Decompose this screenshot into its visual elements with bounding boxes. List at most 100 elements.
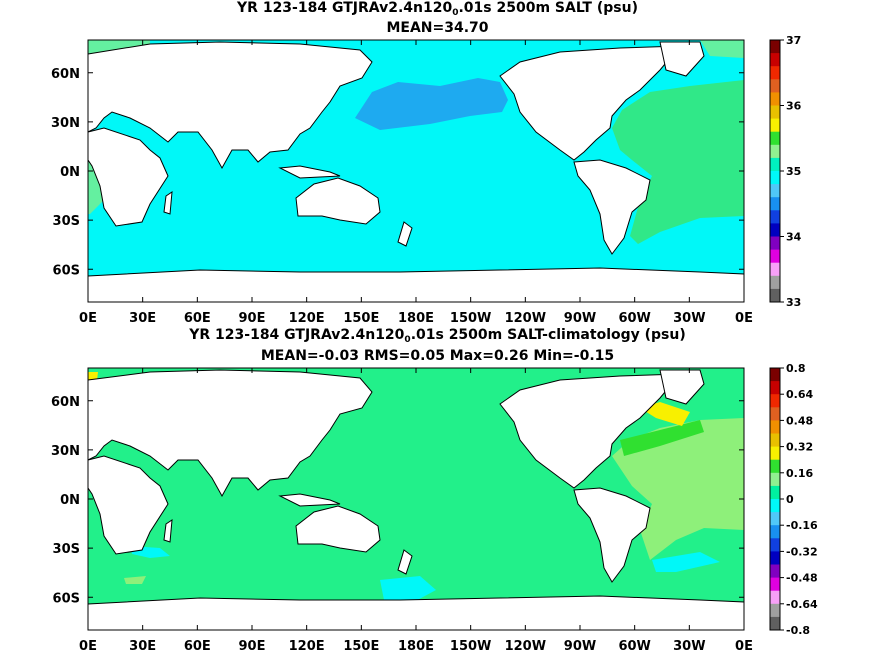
top-lon-label: 0E bbox=[79, 311, 97, 326]
bottom-colorbar-bin bbox=[770, 551, 780, 565]
bottom-lon-label: 150W bbox=[450, 639, 491, 654]
bottom-lon-label: 0E bbox=[735, 639, 753, 654]
bottom-land bbox=[87, 369, 745, 631]
bottom-lon-label: 60E bbox=[184, 639, 211, 654]
bottom-colorbar-bin bbox=[770, 590, 780, 605]
bottom-colorbar-bin bbox=[770, 394, 780, 408]
bottom-map-axes: 0E 30E 60E 90E 120E 150E 180E 150W 120W 90W 60W 30W… bbox=[51, 367, 753, 654]
bottom-colorbar-bin bbox=[770, 616, 780, 631]
atlantic-patch bbox=[612, 80, 744, 244]
top-colorbar-bin bbox=[770, 275, 780, 290]
bottom-lat-label: 30N bbox=[51, 444, 80, 459]
bottom-panel-title: YR 123-184 GTJRAv2.4n1200.01s 2500m SALT… bbox=[189, 327, 686, 345]
top-colorbar-bin bbox=[770, 92, 780, 106]
top-colorbar-bin bbox=[770, 249, 780, 264]
top-colorbar-bin bbox=[770, 105, 780, 120]
bottom-colorbar-bin bbox=[770, 446, 780, 461]
bottom-lon-label: 60W bbox=[618, 639, 650, 654]
bottom-lon-label: 120W bbox=[505, 639, 546, 654]
bottom-map bbox=[87, 368, 745, 631]
top-colorbar-label: 36 bbox=[786, 100, 802, 113]
top-lon-label: 150W bbox=[450, 311, 491, 326]
top-colorbar-label: 34 bbox=[786, 231, 802, 244]
top-lon-label: 0E bbox=[735, 311, 753, 326]
bottom-colorbar-label: -0.8 bbox=[786, 624, 810, 637]
top-panel-subtitle: MEAN=34.70 bbox=[386, 20, 489, 36]
top-colorbar-bin bbox=[770, 66, 780, 80]
bottom-colorbar-label: -0.32 bbox=[786, 545, 818, 558]
bottom-colorbar-bin bbox=[770, 368, 780, 382]
bottom-colorbar-bin bbox=[770, 381, 780, 395]
top-colorbar-bin bbox=[770, 262, 780, 277]
bottom-lat-label: 30S bbox=[53, 542, 80, 557]
bottom-lon-label: 90W bbox=[564, 639, 596, 654]
top-map bbox=[87, 40, 745, 303]
bottom-colorbar-bin bbox=[770, 459, 780, 474]
top-colorbar-bin bbox=[770, 118, 780, 133]
top-colorbar-bin bbox=[770, 40, 780, 54]
bottom-colorbar-bin bbox=[770, 525, 780, 539]
top-lat-label: 30N bbox=[51, 116, 80, 131]
top-land bbox=[87, 41, 745, 303]
bottom-colorbar-bin bbox=[770, 420, 780, 434]
top-lon-label: 60E bbox=[184, 311, 211, 326]
bottom-lon-label: 90E bbox=[239, 639, 266, 654]
bottom-lon-label: 150E bbox=[343, 639, 379, 654]
top-colorbar-bin bbox=[770, 144, 780, 159]
bottom-lat-label: 0N bbox=[60, 493, 80, 508]
bottom-green-light-patch bbox=[124, 576, 146, 584]
top-lon-label: 150E bbox=[343, 311, 379, 326]
bottom-colorbar-bin bbox=[770, 499, 780, 513]
top-colorbar-bin bbox=[770, 79, 780, 93]
bottom-colorbar-bin bbox=[770, 407, 780, 421]
bottom-colorbar-bin bbox=[770, 433, 780, 448]
bottom-cyan-patch-3 bbox=[652, 552, 720, 572]
top-colorbar-bin bbox=[770, 288, 780, 303]
bottom-colorbar-label: 0.32 bbox=[786, 441, 813, 454]
bottom-colorbar-bin bbox=[770, 472, 780, 487]
bottom-lat-label: 60S bbox=[53, 591, 80, 606]
top-lat-label: 60N bbox=[51, 67, 80, 82]
top-lon-label: 90E bbox=[239, 311, 266, 326]
bottom-colorbar-label: 0.8 bbox=[786, 362, 806, 375]
bottom-lon-label: 180E bbox=[398, 639, 434, 654]
bottom-yellow-patch bbox=[640, 402, 690, 426]
top-lon-label: 120E bbox=[289, 311, 325, 326]
bottom-colorbar-label: 0.48 bbox=[786, 414, 813, 427]
top-lon-label: 60W bbox=[618, 311, 650, 326]
top-colorbar-bin bbox=[770, 184, 780, 198]
top-colorbar-bin bbox=[770, 157, 780, 172]
top-colorbar-label: 33 bbox=[786, 296, 801, 309]
top-colorbar-label: 37 bbox=[786, 34, 801, 47]
top-lat-label: 0N bbox=[60, 165, 80, 180]
bottom-lon-label: 120E bbox=[289, 639, 325, 654]
bottom-colorbar-label: -0.16 bbox=[786, 519, 818, 532]
top-map-axes: 0E 30E 60E 90E 120E 150E 180E 150W 120W 90W 60W 30W… bbox=[51, 39, 753, 326]
bottom-colorbar: 0.8 0.64 0.48 0.32 0.16 0 -0.16 -0.32 -0.48 -0.64… bbox=[769, 362, 818, 637]
bottom-colorbar-label: 0.16 bbox=[786, 467, 813, 480]
bottom-colorbar-bin bbox=[770, 603, 780, 618]
top-colorbar-bin bbox=[770, 223, 780, 237]
bottom-lon-label: 0E bbox=[79, 639, 97, 654]
bottom-colorbar-label: -0.64 bbox=[786, 598, 818, 611]
north-pacific-patch bbox=[355, 78, 508, 130]
bottom-colorbar-label: -0.48 bbox=[786, 572, 818, 585]
top-lon-label: 30E bbox=[129, 311, 156, 326]
bottom-panel-subtitle: MEAN=-0.03 RMS=0.05 Max=0.26 Min=-0.15 bbox=[260, 348, 615, 364]
bottom-cyan-patch bbox=[380, 576, 436, 604]
top-colorbar-bin bbox=[770, 210, 780, 224]
bottom-lat-label: 60N bbox=[51, 395, 80, 410]
bottom-colorbar-label: 0.64 bbox=[786, 388, 813, 401]
top-colorbar-bin bbox=[770, 171, 780, 185]
top-lat-label: 60S bbox=[53, 263, 80, 278]
bottom-colorbar-bin bbox=[770, 564, 780, 579]
top-colorbar-bin bbox=[770, 197, 780, 211]
bottom-colorbar-bin bbox=[770, 485, 780, 500]
top-colorbar-bin bbox=[770, 53, 780, 67]
top-colorbar-bin bbox=[770, 131, 780, 146]
top-lon-label: 120W bbox=[505, 311, 546, 326]
arctic-east-patch bbox=[700, 40, 744, 58]
bottom-lon-label: 30E bbox=[129, 639, 156, 654]
bottom-labrador-patch bbox=[620, 420, 704, 456]
